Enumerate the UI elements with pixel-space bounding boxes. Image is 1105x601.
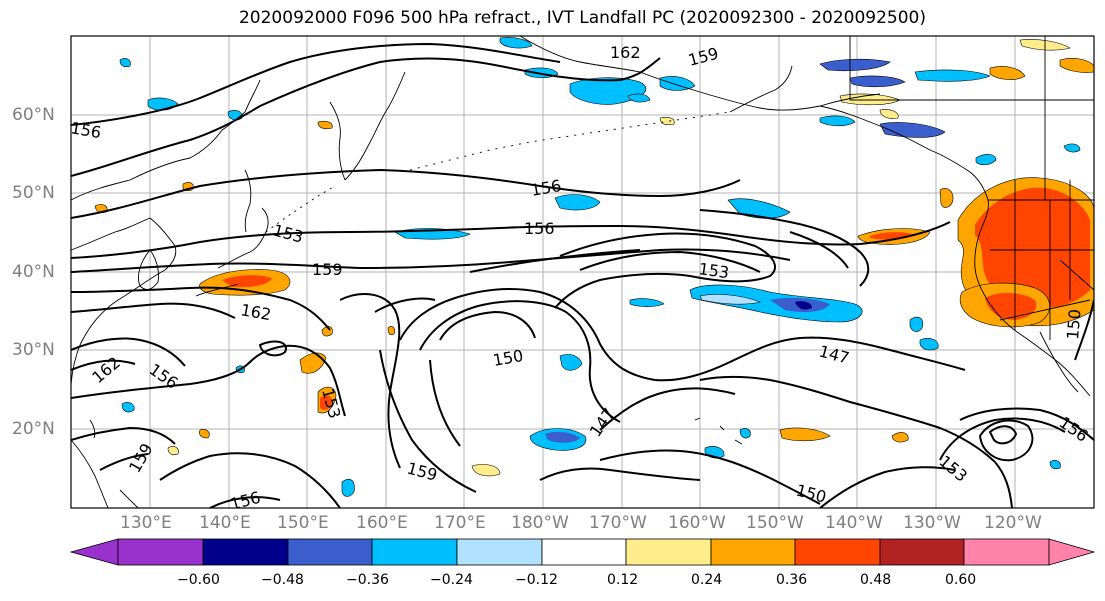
- colorbar: [69, 538, 1096, 566]
- contour-label: 156: [228, 488, 262, 514]
- contour-label: 150: [794, 481, 828, 507]
- west-coast-strong-region: [975, 187, 1090, 308]
- coastlines: [71, 36, 1094, 508]
- lon-label: 140°W: [825, 513, 883, 533]
- colorbar-tick-label: −0.24: [430, 572, 473, 588]
- contour-label: 150: [491, 346, 524, 370]
- chart-title: 2020092000 F096 500 hPa refract., IVT La…: [238, 8, 926, 28]
- contour-label: 153: [318, 386, 344, 420]
- contour-label: 153: [697, 259, 730, 282]
- lat-label: 40°N: [12, 262, 55, 282]
- contour-label: 147: [586, 404, 619, 440]
- contour-label: 156: [524, 219, 555, 238]
- contour-label: 153: [271, 221, 305, 247]
- map-frame: [70, 35, 1095, 509]
- colorbar-tick-label: 0.48: [860, 572, 892, 588]
- lon-label: 150°W: [746, 513, 804, 533]
- lon-label: 160°E: [356, 513, 408, 533]
- contour-label: 159: [686, 44, 720, 70]
- colorbar-tick-label: −0.48: [261, 572, 304, 588]
- colorbar-right-extension: [1048, 538, 1096, 566]
- colorbar-left-extension: [69, 538, 119, 566]
- contour-label: 156: [69, 118, 102, 142]
- contour-label: 159: [125, 440, 157, 476]
- colorbar-tick-label: −0.60: [177, 572, 220, 588]
- contour-label: 147: [817, 342, 851, 368]
- contour-label: 150: [1063, 308, 1085, 340]
- contour-label: 162: [88, 353, 124, 387]
- lon-label: 130°W: [903, 513, 961, 533]
- lat-label: 30°N: [12, 340, 55, 360]
- lat-label: 20°N: [12, 419, 55, 439]
- lat-label: 60°N: [12, 105, 55, 125]
- lon-label: 140°E: [199, 513, 251, 533]
- colorbar-tick-label: 0.24: [691, 572, 723, 588]
- lon-label: 130°E: [120, 513, 172, 533]
- lon-label: 170°W: [589, 513, 647, 533]
- contour-label: 159: [312, 260, 343, 279]
- lon-label: 120°W: [984, 513, 1042, 533]
- lat-label: 50°N: [12, 183, 55, 203]
- lon-label: 150°E: [277, 513, 329, 533]
- lon-label: 180°W: [511, 513, 569, 533]
- contour-label: 156: [529, 176, 562, 200]
- colorbar-tick-label: −0.36: [346, 572, 389, 588]
- colorbar-tick-label: 0.36: [776, 572, 808, 588]
- contour-label: 162: [610, 43, 641, 62]
- contour-label: 159: [405, 459, 439, 485]
- refractivity-contours: [71, 42, 1094, 508]
- lon-label: 170°E: [434, 513, 486, 533]
- contour-label: 162: [239, 300, 272, 324]
- colorbar-tick-label: 0.60: [945, 572, 977, 588]
- gridlines: [71, 36, 1094, 508]
- lon-label: 160°W: [668, 513, 726, 533]
- colorbar-tick-label: 0.12: [607, 572, 639, 588]
- colorbar-tick-label: −0.12: [515, 572, 558, 588]
